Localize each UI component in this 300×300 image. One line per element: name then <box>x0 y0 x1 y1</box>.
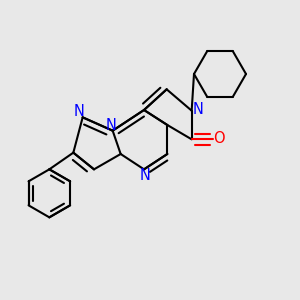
Text: N: N <box>193 102 204 117</box>
Text: N: N <box>106 118 117 133</box>
Text: N: N <box>140 168 151 183</box>
Text: O: O <box>214 131 225 146</box>
Text: N: N <box>74 104 85 119</box>
